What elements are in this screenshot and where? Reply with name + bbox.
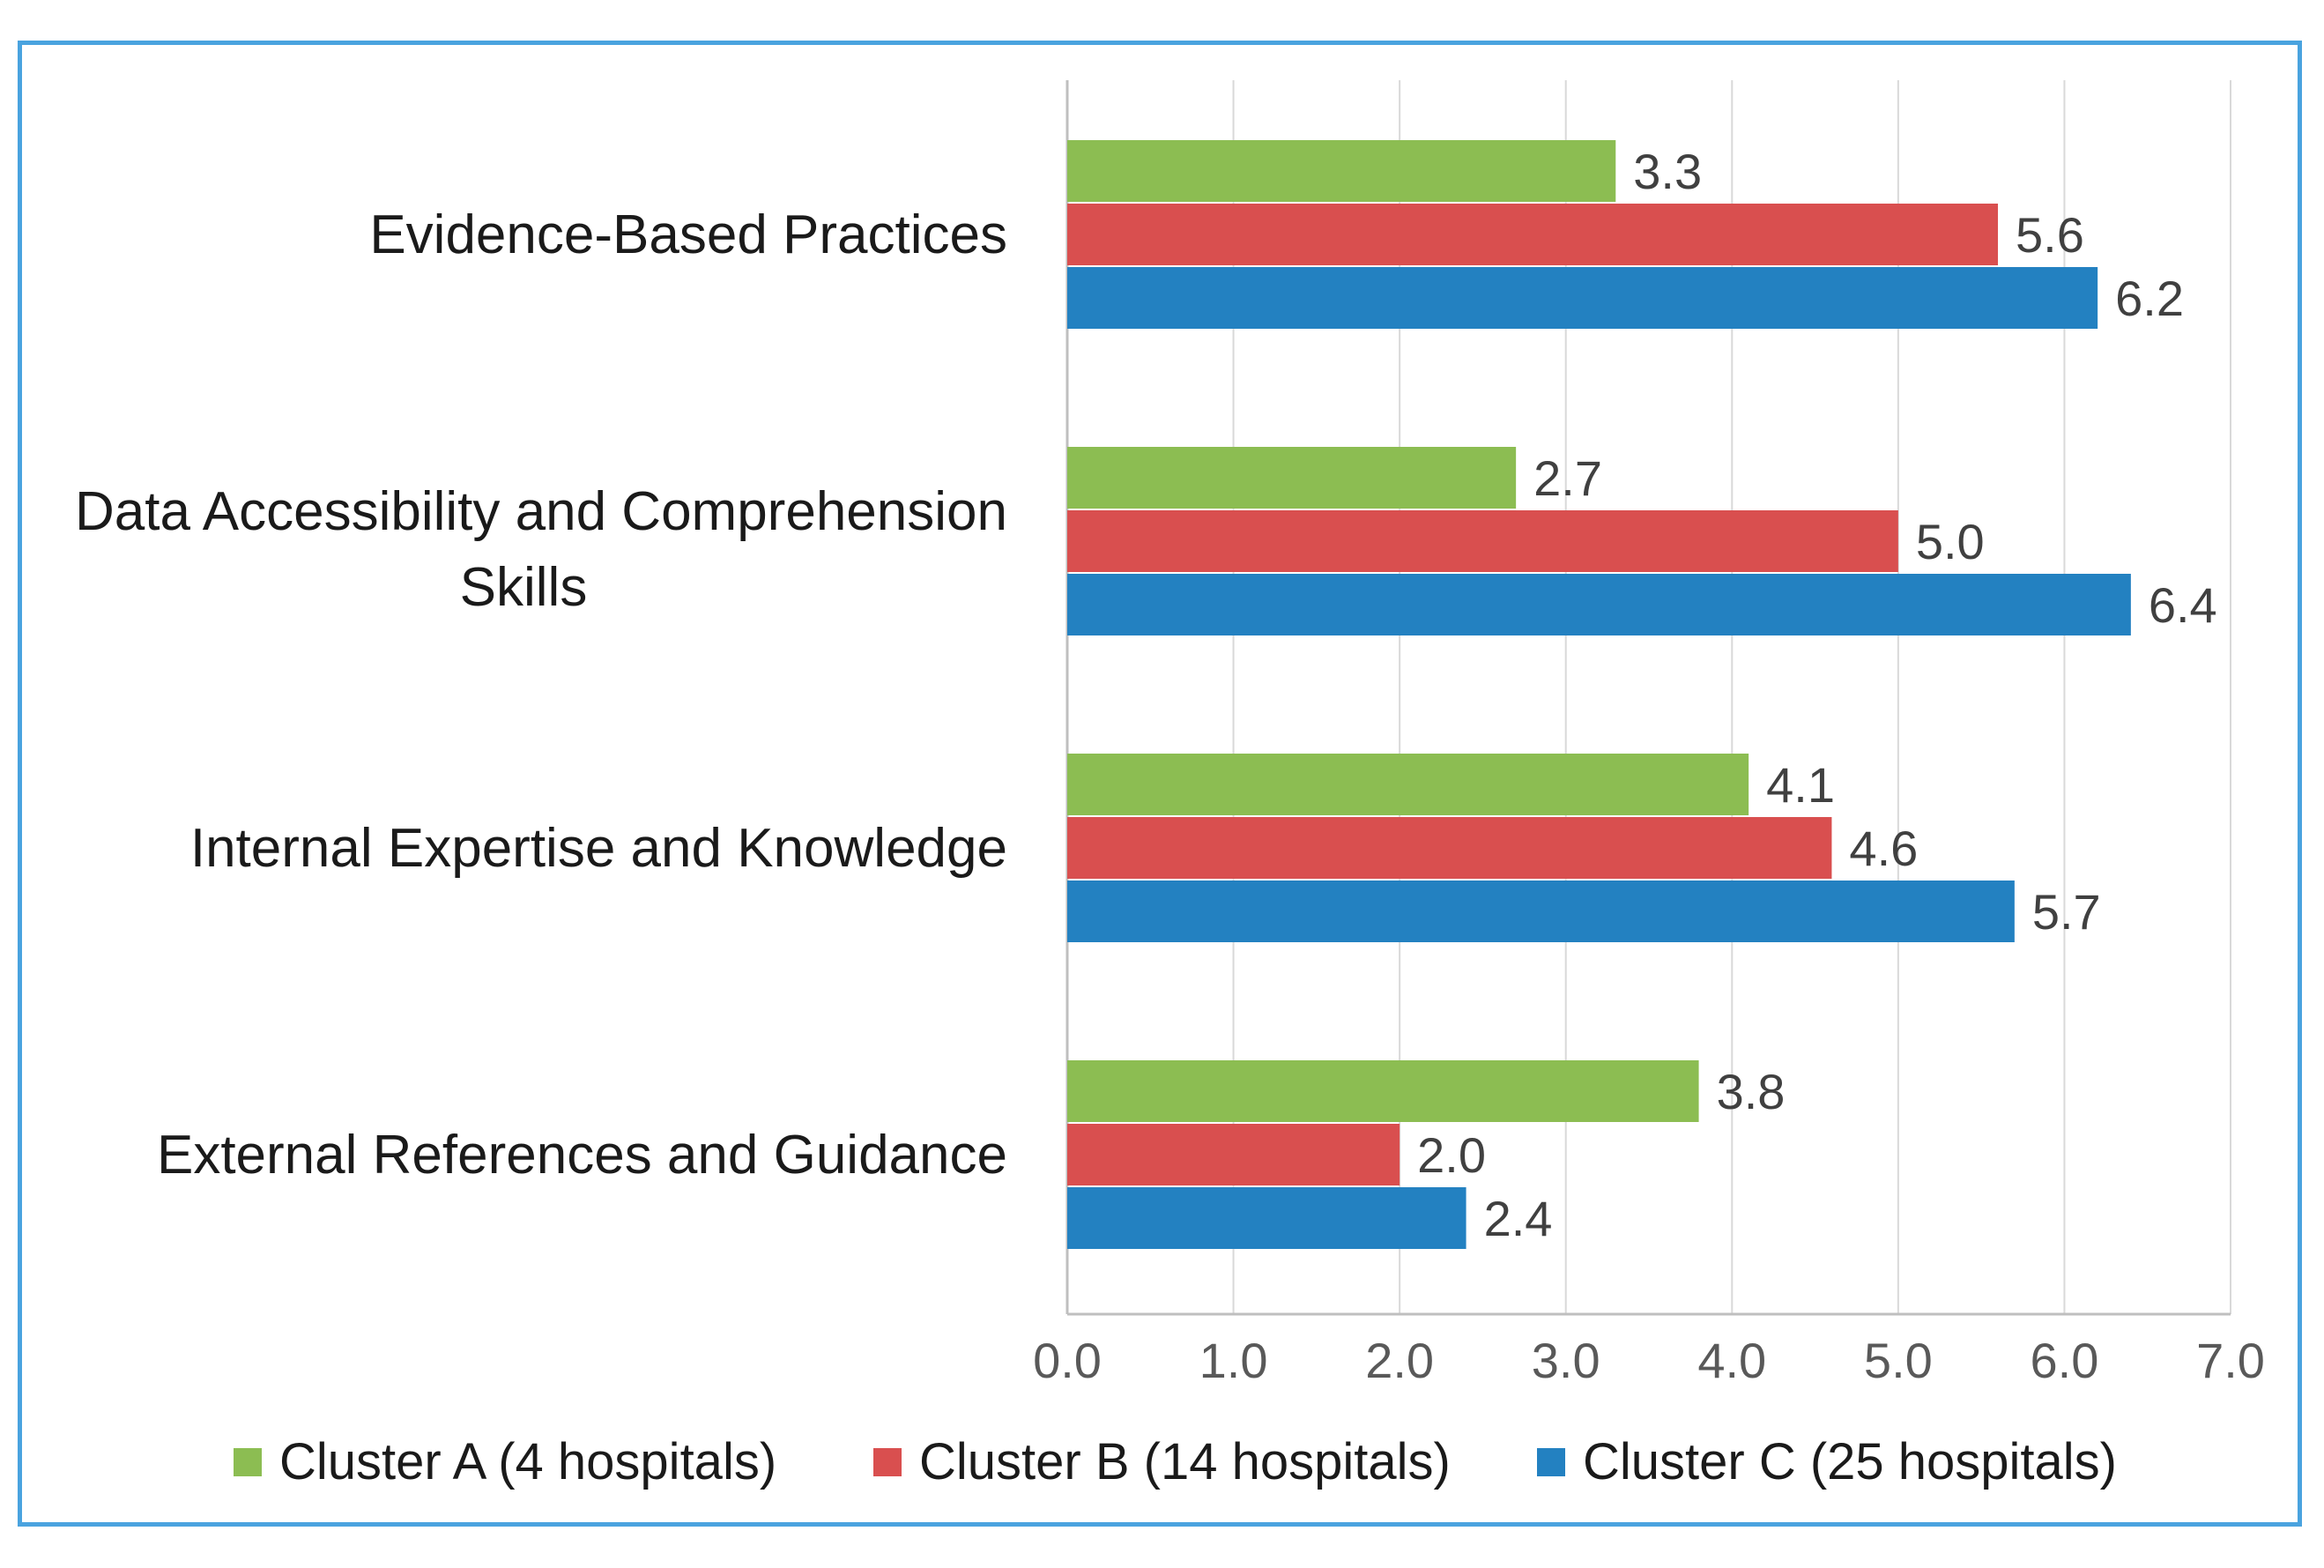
data-label: 4.6 (1849, 821, 1918, 876)
bar (1067, 817, 1832, 879)
bar (1067, 140, 1616, 202)
legend-label: Cluster A (4 hospitals) (279, 1433, 776, 1490)
legend-swatch (1537, 1448, 1565, 1476)
data-label: 5.0 (1916, 514, 1985, 569)
bar (1067, 754, 1749, 815)
bar (1067, 447, 1517, 509)
data-label: 2.7 (1533, 450, 1602, 506)
data-label: 3.3 (1633, 144, 1702, 199)
x-tick-label: 6.0 (2030, 1333, 2098, 1388)
bar (1067, 204, 1998, 265)
legend-label: Cluster B (14 hospitals) (919, 1433, 1451, 1490)
data-label: 3.8 (1717, 1064, 1786, 1119)
data-label: 5.6 (2016, 207, 2084, 263)
category-label: Skills (460, 557, 588, 618)
legend-label: Cluster C (25 hospitals) (1583, 1433, 2117, 1490)
data-label: 6.2 (2115, 271, 2184, 326)
data-label: 4.1 (1766, 757, 1835, 813)
bar (1067, 267, 2098, 329)
bar (1067, 881, 2015, 942)
x-tick-label: 5.0 (1864, 1333, 1933, 1388)
bar (1067, 1060, 1699, 1122)
bar (1067, 574, 2131, 635)
data-label: 2.0 (1417, 1127, 1486, 1183)
x-tick-label: 7.0 (2196, 1333, 2265, 1388)
x-tick-label: 4.0 (1697, 1333, 1766, 1388)
data-label: 5.7 (2032, 884, 2101, 940)
x-tick-label: 2.0 (1365, 1333, 1434, 1388)
bar (1067, 510, 1898, 572)
legend-swatch (234, 1448, 262, 1476)
category-label: Internal Expertise and Knowledge (190, 818, 1007, 879)
x-tick-label: 3.0 (1532, 1333, 1600, 1388)
x-tick-label: 0.0 (1033, 1333, 1102, 1388)
data-label: 6.4 (2149, 577, 2217, 633)
bar-chart: 0.0 1.0 2.0 3.0 4.0 5.0 6.0 7.0 3.3 5.6 6.2 Evidenc… (75, 80, 2265, 1490)
legend-swatch (873, 1448, 902, 1476)
category-label: Evidence-Based Practices (369, 204, 1007, 265)
chart-frame: 0.0 1.0 2.0 3.0 4.0 5.0 6.0 7.0 3.3 5.6 6.2 Evidenc… (18, 41, 2302, 1527)
bar (1067, 1187, 1466, 1249)
bar (1067, 1124, 1400, 1185)
category-label: Data Accessibility and Comprehension (75, 481, 1007, 542)
category-label: External References and Guidance (157, 1125, 1007, 1185)
x-tick-label: 1.0 (1199, 1333, 1268, 1388)
data-label: 2.4 (1484, 1191, 1553, 1246)
